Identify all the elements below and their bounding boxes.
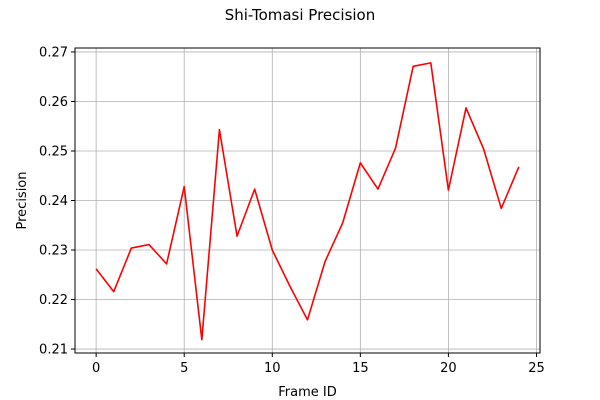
y-tick-label: 0.22 (39, 293, 68, 308)
y-tick-label: 0.26 (39, 95, 68, 110)
chart-title: Shi-Tomasi Precision (225, 6, 376, 24)
series-line (95, 62, 520, 341)
grid (75, 48, 540, 353)
y-tick-label: 0.24 (39, 194, 68, 209)
y-tick-label: 0.23 (39, 244, 68, 259)
x-tick-label: 15 (352, 361, 369, 376)
y-tick-label: 0.21 (39, 343, 68, 358)
x-tick-label: 10 (264, 361, 281, 376)
axis-ticks: 0 5 10 15 20 25 0.21 0.22 0.23 0.24 0.25 0.26 0.27 (39, 45, 545, 376)
x-tick-label: 0 (92, 361, 100, 376)
series-layer (95, 62, 520, 341)
x-tick-label: 20 (440, 361, 457, 376)
x-tick-label: 5 (180, 361, 188, 376)
y-axis-label: Precision (15, 171, 30, 229)
y-tick-label: 0.27 (39, 45, 68, 60)
y-tick-label: 0.25 (39, 144, 68, 159)
x-tick-label: 25 (528, 361, 545, 376)
x-axis-label: Frame ID (278, 385, 336, 400)
